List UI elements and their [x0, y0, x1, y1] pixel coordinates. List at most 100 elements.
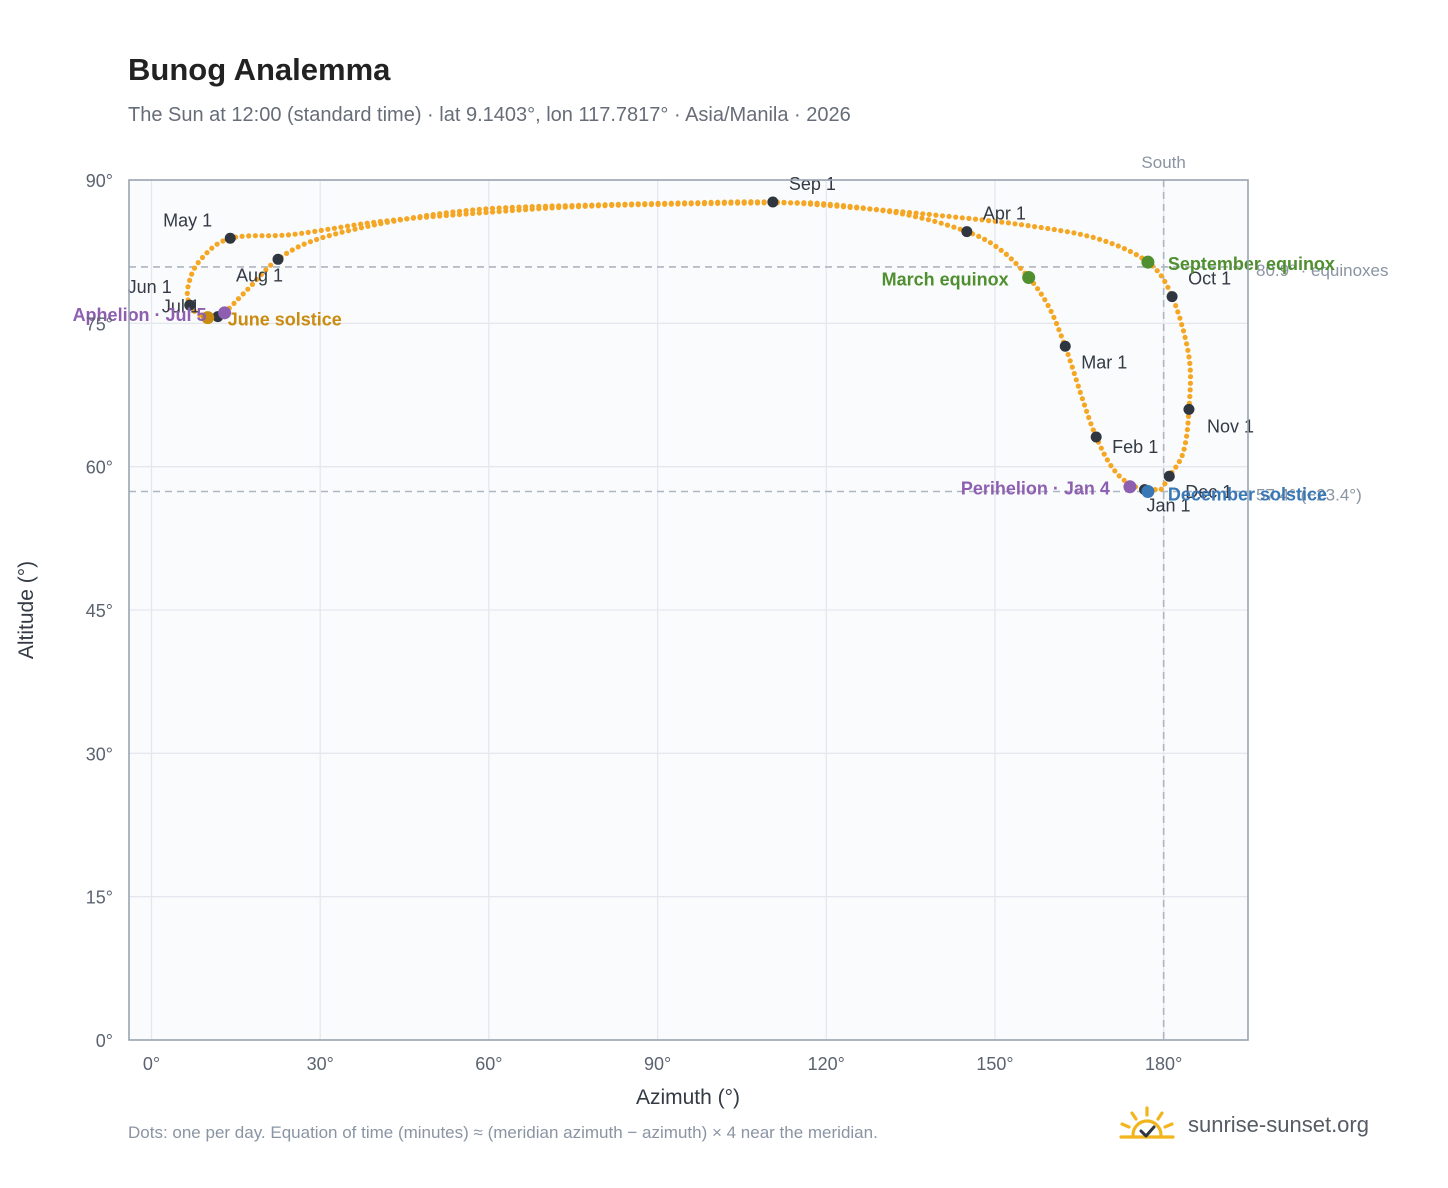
- daily-dot: [1056, 327, 1062, 333]
- daily-dot: [509, 204, 515, 210]
- daily-dot: [1058, 228, 1064, 234]
- daily-dot: [240, 291, 246, 297]
- daily-dot: [1084, 233, 1090, 239]
- daily-dot: [289, 247, 295, 253]
- daily-dot: [305, 229, 311, 235]
- daily-dot: [919, 215, 925, 221]
- daily-dot: [933, 212, 939, 218]
- daily-dot: [1121, 246, 1127, 252]
- y-tick-label: 0°: [96, 1031, 113, 1051]
- daily-dot: [351, 222, 357, 228]
- daily-dot: [397, 217, 404, 223]
- daily-dot: [615, 201, 621, 207]
- daily-dot: [268, 262, 274, 268]
- sun-check-icon: [1119, 1106, 1175, 1139]
- event-marker: [201, 311, 215, 325]
- daily-dot: [1173, 464, 1179, 470]
- event-marker: [1022, 270, 1036, 284]
- daily-dot: [259, 233, 265, 239]
- event-markers: March equinox September equinox June solst…: [73, 254, 1335, 504]
- brand-name[interactable]: sunrise-sunset.org: [1188, 1112, 1369, 1137]
- daily-dot: [972, 216, 979, 222]
- month-label: Nov 1: [1207, 416, 1254, 436]
- daily-dot: [913, 210, 919, 216]
- daily-dot: [272, 233, 278, 239]
- daily-dot: [1032, 224, 1038, 230]
- daily-dot: [1175, 309, 1181, 315]
- daily-dot: [867, 206, 873, 212]
- daily-dot: [1077, 389, 1083, 395]
- daily-dot: [209, 245, 215, 251]
- event-marker: [1141, 485, 1155, 499]
- month-marker: [1183, 403, 1195, 415]
- daily-dot: [365, 223, 371, 229]
- daily-dot: [1176, 458, 1182, 465]
- daily-dot: [966, 215, 972, 221]
- daily-dot: [424, 212, 430, 219]
- daily-dot: [1088, 421, 1094, 427]
- daily-dot: [318, 227, 324, 233]
- daily-dot: [284, 250, 290, 256]
- daily-dot: [814, 202, 820, 208]
- daily-dot: [944, 222, 951, 228]
- daily-dot: [925, 217, 932, 223]
- daily-dot: [986, 218, 992, 224]
- daily-dot: [675, 200, 681, 206]
- daily-dot: [668, 200, 674, 206]
- daily-dot: [741, 199, 747, 205]
- south-label: South: [1141, 153, 1185, 172]
- daily-dot: [295, 244, 301, 250]
- daily-dot: [1158, 486, 1164, 492]
- daily-dot: [352, 226, 358, 232]
- daily-dot: [252, 233, 258, 239]
- daily-dot: [1048, 308, 1054, 314]
- daily-dot: [325, 226, 331, 232]
- daily-dot: [410, 215, 417, 221]
- daily-dot: [235, 296, 242, 302]
- daily-dot: [1038, 224, 1044, 231]
- daily-dot: [1064, 229, 1070, 235]
- event-label: September equinox: [1168, 254, 1335, 274]
- daily-dot: [463, 208, 469, 214]
- daily-dot: [1184, 427, 1190, 433]
- month-marker: [272, 253, 284, 265]
- month-label: Jan 1: [1147, 496, 1191, 516]
- daily-dot: [562, 203, 568, 209]
- daily-dot: [976, 233, 982, 239]
- daily-dot: [1090, 427, 1096, 433]
- daily-dot: [1075, 383, 1081, 389]
- daily-dot: [688, 200, 694, 206]
- daily-dot: [642, 201, 648, 207]
- x-tick-label: 30°: [307, 1054, 334, 1074]
- daily-dot: [195, 260, 201, 266]
- brand-logo[interactable]: sunrise-sunset.org: [1118, 1100, 1369, 1150]
- daily-dot: [358, 225, 365, 231]
- daily-dots: [184, 199, 1194, 493]
- event-label: June solstice: [228, 310, 342, 330]
- daily-dot: [1154, 268, 1160, 274]
- daily-dot: [794, 200, 800, 206]
- daily-dot: [1173, 303, 1179, 309]
- daily-dot: [920, 211, 926, 217]
- daily-dot: [938, 220, 944, 226]
- daily-dot: [959, 215, 965, 221]
- daily-dot: [417, 214, 423, 220]
- month-label: Jun 1: [128, 277, 172, 297]
- daily-dot: [187, 277, 193, 283]
- month-label: Apr 1: [983, 204, 1026, 224]
- daily-dot: [220, 238, 226, 244]
- daily-dot: [860, 205, 866, 211]
- daily-dot: [1187, 374, 1194, 380]
- daily-dot: [333, 231, 339, 237]
- daily-dot: [536, 203, 542, 209]
- daily-dot: [682, 200, 688, 206]
- daily-dot: [496, 205, 502, 211]
- daily-dot: [516, 204, 522, 210]
- daily-dot: [1025, 223, 1031, 229]
- daily-dot: [761, 199, 767, 205]
- y-tick-label: 15°: [86, 888, 113, 908]
- month-label: Aug 1: [236, 265, 283, 285]
- daily-dot: [476, 206, 482, 212]
